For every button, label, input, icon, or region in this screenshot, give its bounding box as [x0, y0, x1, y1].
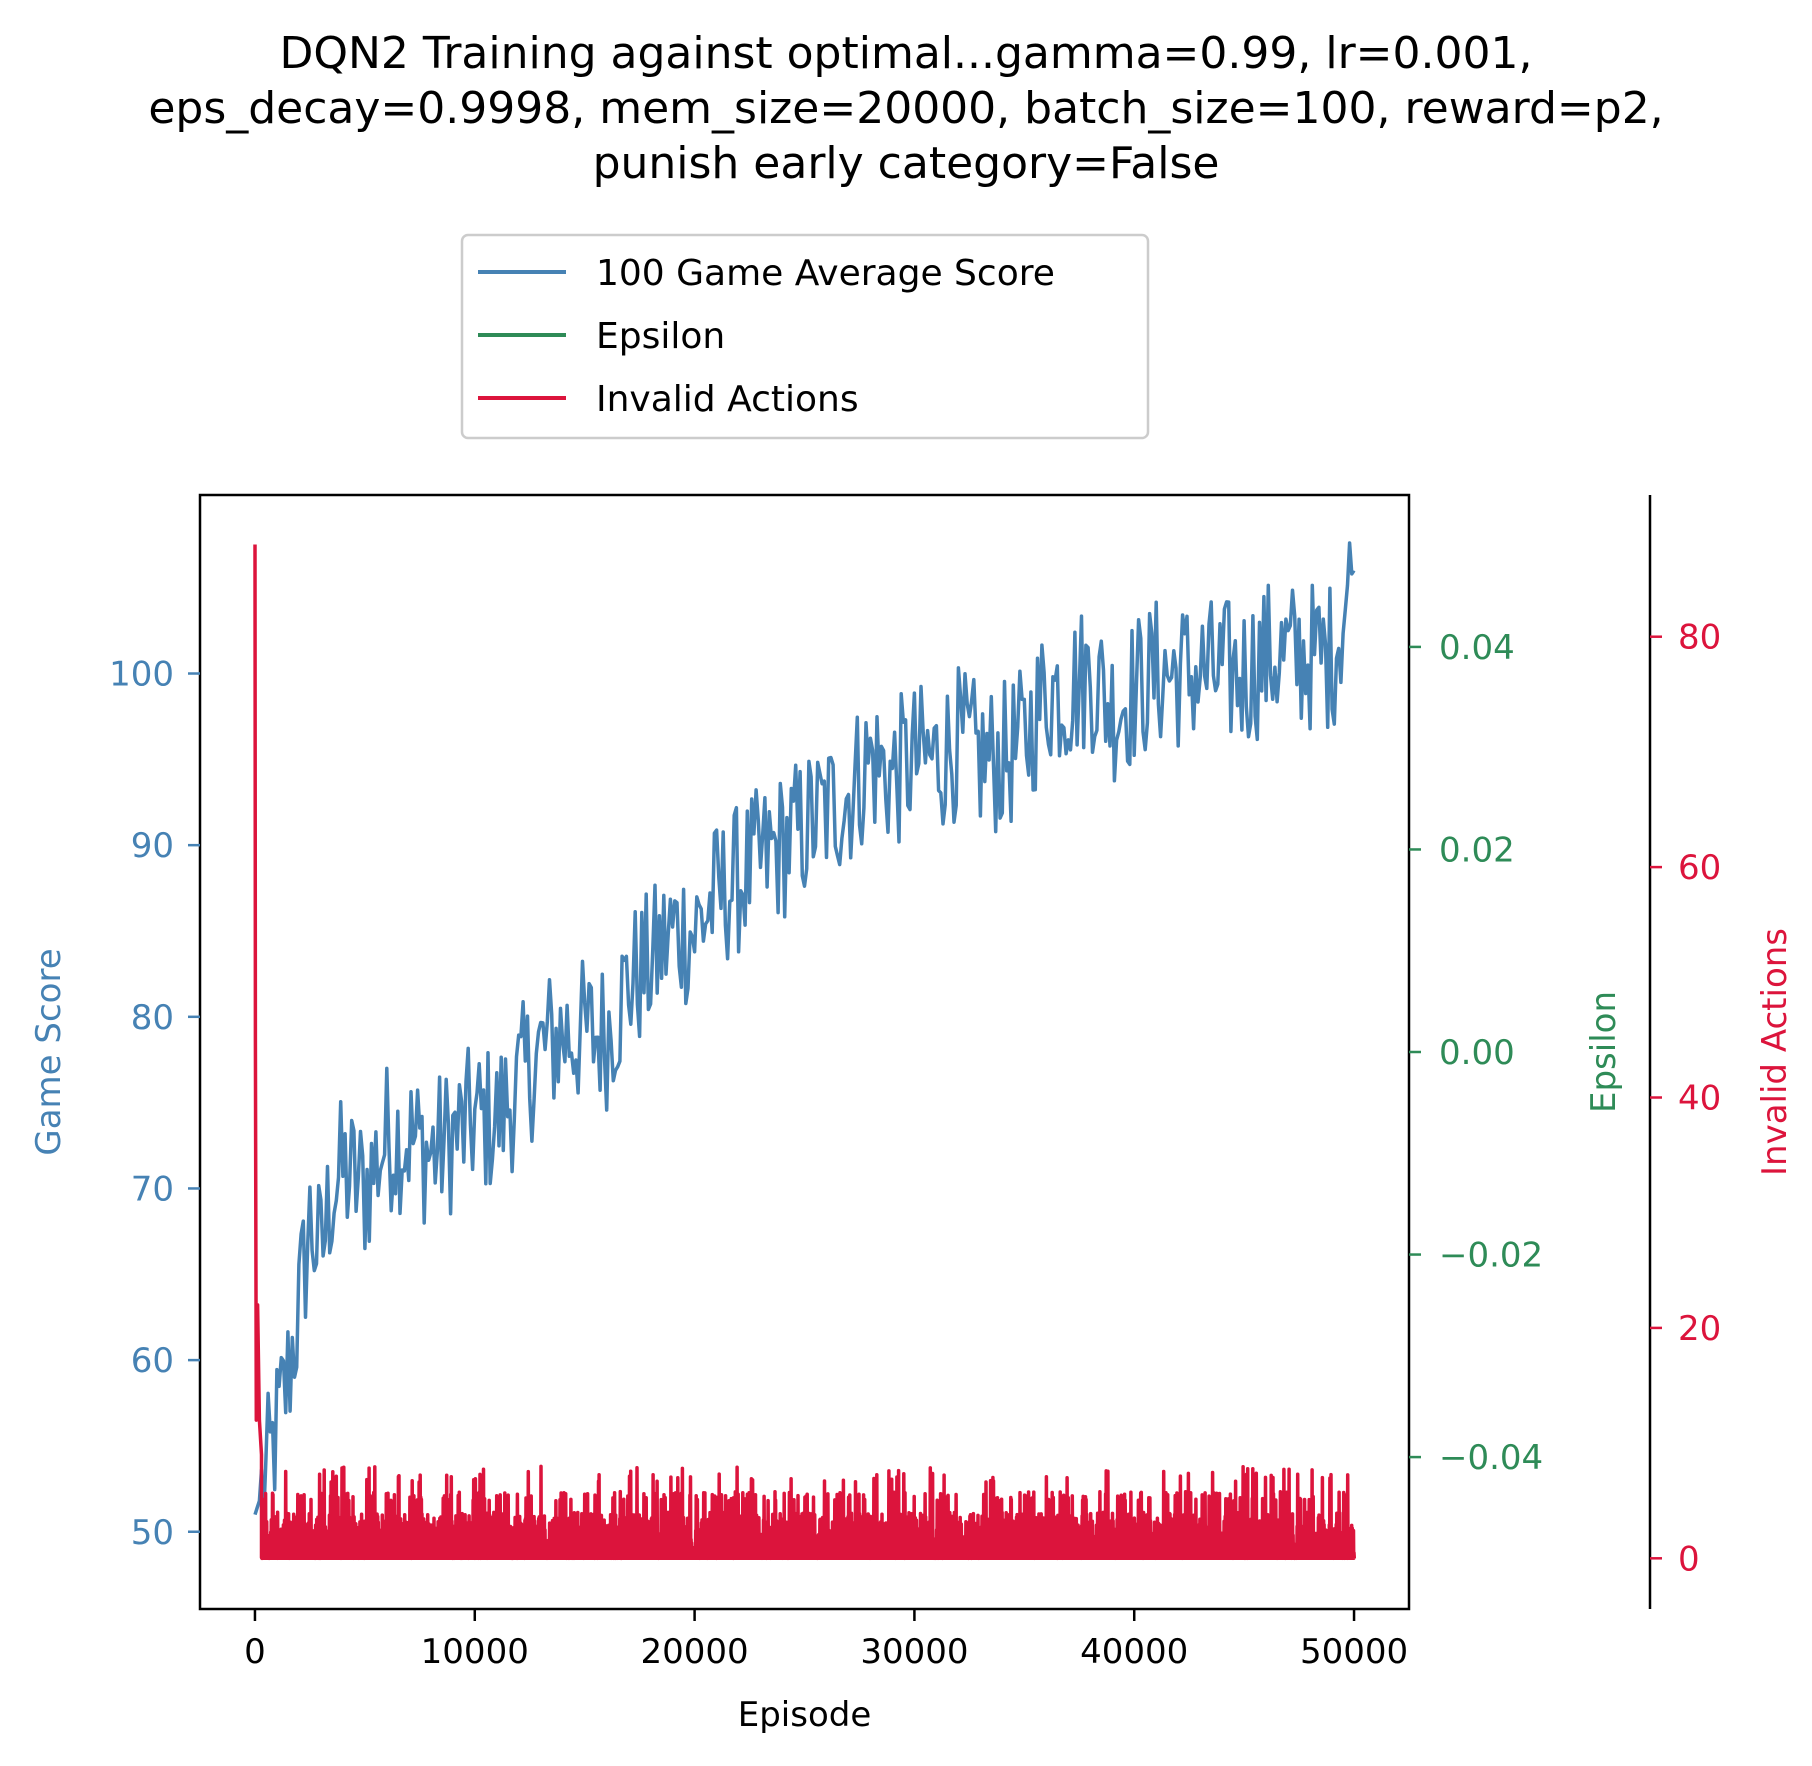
epsilon-tick-label: −0.02	[1439, 1236, 1543, 1276]
score-axis-label: Game Score	[29, 948, 69, 1155]
score-tick-label: 60	[131, 1341, 174, 1381]
score-tick-label: 50	[131, 1513, 174, 1553]
invalid-tick-label: 80	[1678, 618, 1721, 658]
chart-title-line: eps_decay=0.9998, mem_size=20000, batch_…	[148, 83, 1663, 134]
x-tick-label: 0	[244, 1632, 266, 1672]
plot-frame	[198, 493, 1411, 1611]
x-tick-label: 30000	[860, 1632, 968, 1672]
series-line-game-score	[253, 541, 1356, 1520]
x-tick-label: 10000	[421, 1632, 529, 1672]
score-tick-label: 70	[131, 1169, 174, 1209]
x-axis: 0 10000 20000 30000 40000 50000 Episode	[244, 1609, 1408, 1735]
legend-entry-label: 100 Game Average Score	[596, 253, 1055, 294]
legend-entry-label: Epsilon	[596, 316, 725, 357]
chart-title: DQN2 Training against optimal...gamma=0.…	[148, 28, 1663, 189]
x-tick-label: 40000	[1080, 1632, 1188, 1672]
score-tick-label: 100	[109, 655, 174, 695]
epsilon-tick-label: 0.04	[1439, 628, 1515, 668]
score-axis: 50 60 70 80 90 100 Game Score	[29, 655, 200, 1553]
legend-entry-label: Invalid Actions	[596, 379, 859, 420]
score-tick-label: 90	[131, 826, 174, 866]
epsilon-axis: −0.04 −0.02 0.00 0.02 0.04 Epsilon	[1409, 628, 1624, 1478]
plot-area-border	[198, 493, 1411, 1611]
chart-title-line: punish early category=False	[593, 138, 1220, 189]
series-line-invalid-actions	[253, 544, 1357, 1561]
score-tick-label: 80	[131, 998, 174, 1038]
plot-series	[253, 541, 1357, 1561]
invalid-tick-label: 60	[1678, 848, 1721, 888]
x-tick-label: 50000	[1300, 1632, 1408, 1672]
invalid-axis-label: Invalid Actions	[1755, 928, 1795, 1176]
legend: 100 Game Average Score Epsilon Invalid Act…	[460, 233, 1150, 440]
legend-box	[460, 233, 1150, 440]
chart-title-line: DQN2 Training against optimal...gamma=0.…	[280, 28, 1533, 79]
x-tick-label: 20000	[641, 1632, 749, 1672]
epsilon-tick-label: 0.00	[1439, 1033, 1515, 1073]
invalid-actions-axis: 0 20 40 60 80 Invalid Actions	[1648, 495, 1795, 1609]
x-axis-label: Episode	[738, 1695, 872, 1735]
invalid-tick-label: 40	[1678, 1079, 1721, 1119]
invalid-tick-label: 0	[1678, 1539, 1700, 1579]
epsilon-axis-label: Epsilon	[1584, 991, 1624, 1113]
epsilon-tick-label: 0.02	[1439, 830, 1515, 870]
epsilon-tick-label: −0.04	[1439, 1438, 1543, 1478]
invalid-tick-label: 20	[1678, 1309, 1721, 1349]
